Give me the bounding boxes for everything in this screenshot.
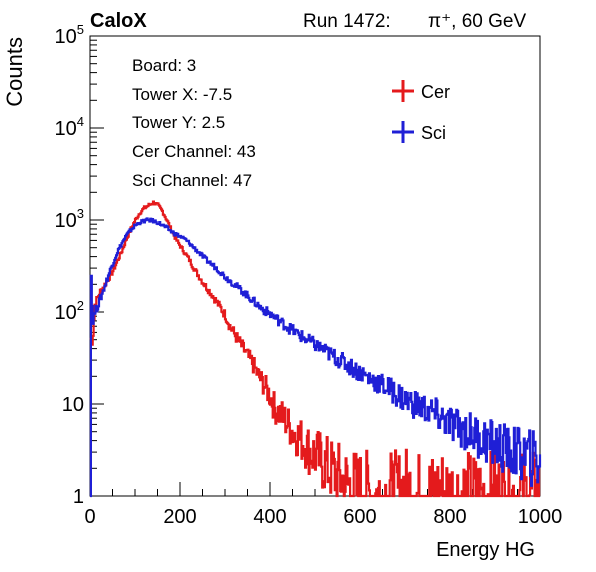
x-axis-label: Energy HG [436,539,535,561]
x-axis-ticks: 0 200 400 600 800 1000 [84,482,562,528]
run-label: Run 1472: [303,11,391,32]
x-tick-label: 0 [84,506,95,528]
info-line: Cer Channel: 43 [132,142,256,161]
series-sci [89,217,542,498]
y-tick-label: 10 [62,394,84,416]
series-cer [89,200,541,498]
x-tick-label: 200 [163,506,196,528]
series-sci-line [89,217,542,498]
legend-entry-sci: Sci [421,123,446,143]
y-tick-label: 102 [55,298,84,324]
x-tick-label: 800 [433,506,466,528]
info-line: Tower X: -7.5 [132,85,232,104]
info-line: Board: 3 [132,56,196,75]
particle-label: π⁺, 60 GeV [428,11,526,32]
y-axis-ticks: 1 10 102 103 104 105 [55,22,104,508]
y-axis-label: Counts [2,37,27,107]
y-tick-label: 105 [55,22,84,48]
x-tick-label: 400 [253,506,286,528]
legend-entry-cer: Cer [421,82,450,102]
info-line: Tower Y: 2.5 [132,113,225,132]
info-line: Sci Channel: 47 [132,171,252,190]
info-box: Board: 3 Tower X: -7.5 Tower Y: 2.5 Cer … [132,56,256,190]
legend: Cer Sci [392,80,450,143]
y-tick-label: 1 [73,486,84,508]
y-tick-label: 104 [55,114,84,140]
brand-label: CaloX [90,10,147,32]
series-cer-line [89,200,541,498]
y-tick-label: 103 [55,206,84,232]
series-layer [89,200,542,498]
x-tick-label: 600 [343,506,376,528]
x-tick-label: 1000 [518,506,563,528]
